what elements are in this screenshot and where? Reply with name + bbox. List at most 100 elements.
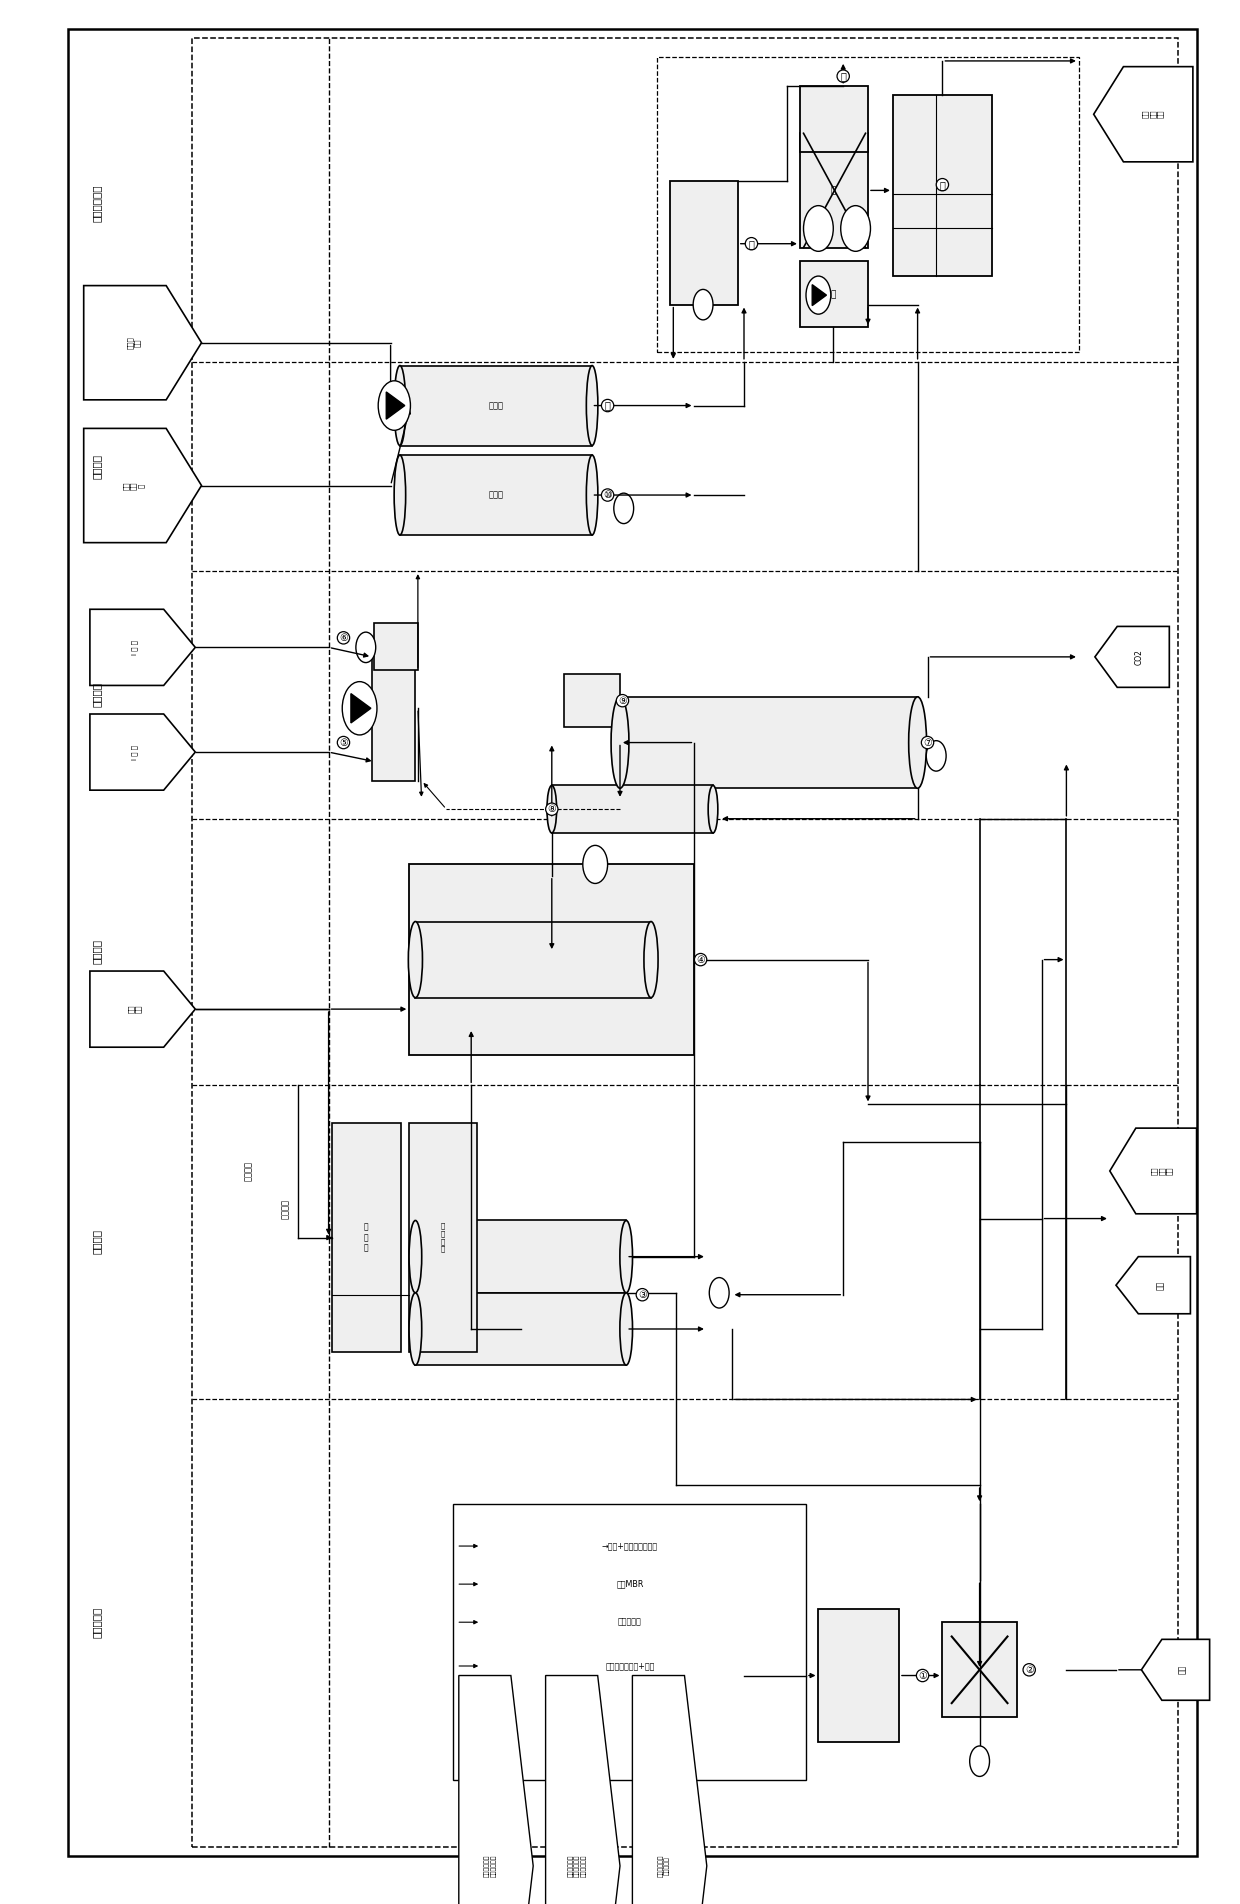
Bar <box>552 784 713 834</box>
Bar <box>192 38 1178 1847</box>
Bar <box>657 57 1079 352</box>
Text: ⑫: ⑫ <box>749 238 754 249</box>
Polygon shape <box>812 286 826 305</box>
Circle shape <box>806 276 831 314</box>
Ellipse shape <box>909 697 926 788</box>
Circle shape <box>926 741 946 771</box>
Text: ⑤: ⑤ <box>339 737 348 748</box>
Bar <box>670 181 738 305</box>
Bar <box>399 455 593 535</box>
Text: 氨氮单元: 氨氮单元 <box>92 682 102 708</box>
Bar <box>415 922 651 998</box>
Ellipse shape <box>409 1220 422 1293</box>
Text: I 水 泵: I 水 泵 <box>131 640 138 655</box>
Bar <box>564 674 620 727</box>
Text: 垃圾填埋场中
老渗滤液浓缩
液铁厂发酵液: 垃圾填埋场中 老渗滤液浓缩 液铁厂发酵液 <box>568 1854 587 1877</box>
Ellipse shape <box>620 1293 632 1365</box>
Circle shape <box>583 845 608 883</box>
Text: 磁化
处理
液: 磁化 处理 液 <box>123 482 145 489</box>
Text: 含
氨
蒸
汽: 含 氨 蒸 汽 <box>440 1222 445 1253</box>
Bar <box>800 86 868 152</box>
Polygon shape <box>1116 1257 1190 1314</box>
Bar <box>372 638 415 781</box>
Text: 好
氧
槽: 好 氧 槽 <box>363 1222 368 1253</box>
Text: ⑬: ⑬ <box>831 187 836 194</box>
Polygon shape <box>1110 1127 1197 1215</box>
Ellipse shape <box>409 1293 422 1365</box>
Bar <box>415 1220 626 1293</box>
Text: ⑧: ⑧ <box>547 803 557 815</box>
Text: 标准
尾水
排放: 标准 尾水 排放 <box>1142 110 1164 118</box>
Circle shape <box>342 682 377 735</box>
Text: ⑦: ⑦ <box>923 737 932 748</box>
Polygon shape <box>91 609 196 685</box>
Text: ⑯: ⑯ <box>841 70 846 82</box>
Polygon shape <box>84 428 201 543</box>
Text: 垃圾填埋场新
渗滤液浓缩液: 垃圾填埋场新 渗滤液浓缩液 <box>485 1854 496 1877</box>
Ellipse shape <box>587 366 598 446</box>
Polygon shape <box>387 392 404 419</box>
Text: 自来水: 自来水 <box>489 491 503 499</box>
Text: ①: ① <box>918 1670 928 1681</box>
Text: ④: ④ <box>696 954 706 965</box>
Bar <box>409 864 694 1055</box>
Polygon shape <box>91 714 196 790</box>
Text: 反氧MBR: 反氧MBR <box>616 1580 644 1588</box>
Bar <box>818 1609 899 1742</box>
Circle shape <box>378 381 410 430</box>
Polygon shape <box>546 1676 620 1904</box>
Text: 离心或板框脱水+气浮: 离心或板框脱水+气浮 <box>605 1662 655 1670</box>
Polygon shape <box>1094 67 1193 162</box>
Circle shape <box>693 289 713 320</box>
Bar <box>453 1504 806 1780</box>
Text: 垃圾填埋场厌
氧发酵清液: 垃圾填埋场厌 氧发酵清液 <box>658 1854 670 1877</box>
Text: 出水: 出水 <box>1156 1281 1166 1289</box>
Polygon shape <box>1095 626 1169 687</box>
Polygon shape <box>632 1676 707 1904</box>
Text: 成和
蒸气: 成和 蒸气 <box>128 1005 141 1013</box>
Circle shape <box>709 1278 729 1308</box>
Ellipse shape <box>587 455 598 535</box>
Text: ⑥: ⑥ <box>339 632 348 644</box>
Circle shape <box>841 206 870 251</box>
Text: ⑩: ⑩ <box>603 489 613 501</box>
Bar <box>399 366 593 446</box>
Text: 沉淀或过滤: 沉淀或过滤 <box>618 1618 642 1626</box>
Text: 含氨蒸汽: 含氨蒸汽 <box>280 1200 290 1219</box>
Polygon shape <box>84 286 201 400</box>
Text: ③: ③ <box>637 1289 647 1300</box>
Circle shape <box>356 632 376 663</box>
Circle shape <box>804 206 833 251</box>
Polygon shape <box>459 1676 533 1904</box>
Ellipse shape <box>611 697 629 788</box>
Text: 浓缩
污泥
内运: 浓缩 污泥 内运 <box>1151 1167 1173 1175</box>
Text: 汗提单元: 汗提单元 <box>92 939 102 965</box>
Text: 溶解槽: 溶解槽 <box>489 402 503 409</box>
Ellipse shape <box>394 366 405 446</box>
Bar <box>800 261 868 327</box>
Text: 进水泵
加药: 进水泵 加药 <box>126 337 141 348</box>
Bar <box>800 133 868 248</box>
Text: 浓缩单元: 浓缩单元 <box>92 453 102 480</box>
Text: ②: ② <box>1024 1664 1034 1676</box>
Text: 结晶脱水单元: 结晶脱水单元 <box>92 185 102 223</box>
Text: 解析单元: 解析单元 <box>92 1228 102 1255</box>
Polygon shape <box>91 971 196 1047</box>
Bar <box>374 623 418 670</box>
Ellipse shape <box>547 786 557 834</box>
Text: ⑨: ⑨ <box>618 695 627 706</box>
Polygon shape <box>1142 1639 1210 1700</box>
Polygon shape <box>351 693 371 724</box>
Text: ⑪: ⑪ <box>605 400 610 411</box>
Circle shape <box>614 493 634 524</box>
Text: CO2: CO2 <box>1135 649 1145 664</box>
Bar <box>415 1293 626 1365</box>
Bar <box>942 1622 1017 1717</box>
Text: 出水: 出水 <box>1178 1666 1187 1674</box>
Text: I 水 泵: I 水 泵 <box>131 744 138 760</box>
Ellipse shape <box>408 922 423 998</box>
Bar <box>409 1123 477 1352</box>
Text: 含氨蒸汽: 含氨蒸汽 <box>243 1161 253 1180</box>
Bar <box>620 697 918 788</box>
Bar <box>332 1123 401 1352</box>
